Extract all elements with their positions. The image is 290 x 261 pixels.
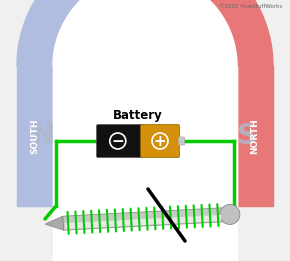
Text: +: + bbox=[154, 133, 166, 149]
Polygon shape bbox=[17, 66, 53, 206]
Text: −: − bbox=[111, 133, 124, 149]
Polygon shape bbox=[237, 66, 273, 206]
FancyBboxPatch shape bbox=[179, 137, 184, 145]
FancyBboxPatch shape bbox=[65, 215, 221, 229]
Text: N: N bbox=[31, 122, 55, 150]
Polygon shape bbox=[17, 0, 145, 66]
Text: S: S bbox=[237, 122, 257, 150]
Text: SOUTH: SOUTH bbox=[30, 118, 39, 154]
Polygon shape bbox=[53, 66, 237, 261]
Circle shape bbox=[220, 204, 240, 224]
Polygon shape bbox=[45, 216, 64, 230]
FancyBboxPatch shape bbox=[63, 208, 223, 230]
FancyBboxPatch shape bbox=[140, 124, 180, 157]
Text: NORTH: NORTH bbox=[251, 118, 260, 154]
Text: ©2001 HowStuffWorks: ©2001 HowStuffWorks bbox=[219, 4, 282, 9]
Text: Battery: Battery bbox=[113, 110, 163, 122]
Polygon shape bbox=[53, 66, 237, 206]
FancyBboxPatch shape bbox=[97, 124, 144, 157]
Polygon shape bbox=[145, 0, 273, 66]
Polygon shape bbox=[53, 0, 237, 66]
